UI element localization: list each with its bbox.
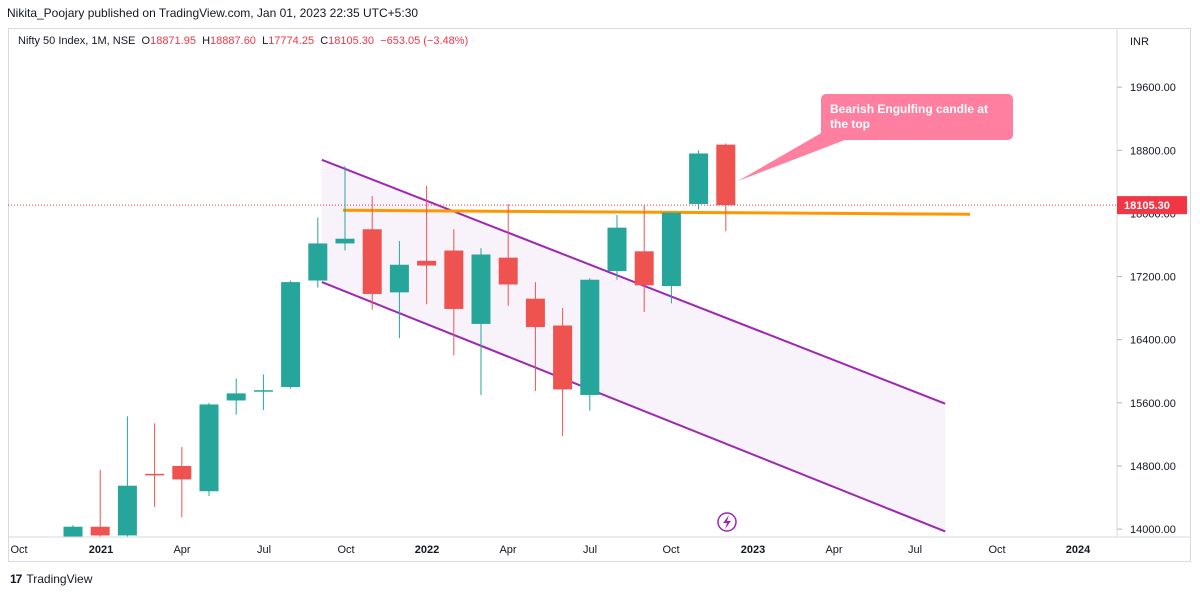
channel-lower-line (321, 281, 946, 533)
candle-body (253, 390, 273, 392)
candle-body (362, 229, 382, 294)
low-label: L (262, 35, 269, 47)
callout-layer: Bearish Engulfing candle at the top (738, 94, 1013, 181)
close-label: C (320, 35, 329, 47)
candle-body (661, 212, 681, 287)
candle-body (172, 465, 192, 480)
last-price-label: 18105.30 (1124, 200, 1170, 212)
candle-body (689, 153, 709, 204)
tradingview-brand-text: TradingView (26, 572, 93, 586)
drawings-layer (8, 204, 1117, 216)
publisher-line: Nikita_Poojary published on TradingView.… (7, 6, 419, 20)
candle-body (145, 473, 165, 476)
x-tick-label: Apr (825, 544, 842, 556)
high-label: H (202, 35, 211, 47)
candle-body (525, 298, 545, 328)
callout-box[interactable] (821, 94, 1013, 140)
last-price-layer: 18105.30 (1117, 196, 1187, 215)
close-value: 18105.30 (328, 35, 375, 47)
y-tick-label: 16400.00 (1130, 335, 1176, 347)
callout-text-line-1: Bearish Engulfing candle at (830, 102, 988, 116)
x-tick-label: 2022 (415, 544, 439, 556)
candles-layer (63, 143, 736, 537)
candle-body (417, 260, 437, 266)
y-tick-label: 19600.00 (1130, 82, 1176, 94)
tradingview-logo[interactable]: 17 TradingView (10, 572, 92, 586)
candle-body (553, 325, 573, 390)
candle-body (199, 404, 219, 492)
channel-layer (321, 158, 946, 533)
x-tick-label: 2021 (89, 544, 113, 556)
chart-frame (8, 28, 1191, 562)
resistance-line (342, 208, 971, 216)
axes-layer: INR 14000.00 14800.00 15600.00 16400.00 1720… (8, 28, 1191, 556)
candle-body (63, 526, 83, 537)
symbol-name: Nifty 50 Index, 1M, NSE (18, 35, 136, 47)
x-tick-label: Oct (988, 544, 1005, 556)
x-tick-label: Jul (583, 544, 597, 556)
x-tick-label: Oct (337, 544, 354, 556)
candle-body (607, 227, 627, 272)
y-tick-label: 17200.00 (1130, 272, 1176, 284)
channel-fill (321, 159, 946, 532)
x-tick-label: Jul (257, 544, 271, 556)
candle-body (498, 257, 518, 285)
candle-body (226, 393, 246, 401)
candle-body (389, 264, 409, 293)
high-value: 18887.60 (210, 35, 256, 47)
candle-body (117, 485, 137, 536)
x-tick-label: Oct (10, 544, 27, 556)
low-value: 17774.25 (268, 35, 315, 47)
candle-body (308, 243, 328, 281)
y-tick-label: 14000.00 (1130, 524, 1176, 536)
last-price-tag (1117, 196, 1187, 215)
candle-body (580, 279, 600, 395)
symbol-legend[interactable]: Nifty 50 Index, 1M, NSE O18871.95 H18887… (18, 35, 468, 47)
y-tick-label: 14800.00 (1130, 461, 1176, 473)
x-tick-label: Oct (662, 544, 679, 556)
y-tick-label: 15600.00 (1130, 398, 1176, 410)
candle-body (716, 144, 736, 206)
x-tick-label: Apr (499, 544, 516, 556)
currency-label: INR (1130, 36, 1149, 48)
x-tick-label: 2024 (1066, 544, 1091, 556)
y-tick-label: 18800.00 (1130, 145, 1176, 157)
open-value: 18871.95 (150, 35, 196, 47)
change-value: −653.05 (−3.48%) (380, 35, 469, 47)
lightning-icon[interactable] (717, 512, 737, 532)
candle-body (90, 526, 110, 536)
candle-body (281, 282, 301, 388)
x-tick-label: Apr (173, 544, 190, 556)
x-tick-label: Jul (908, 544, 922, 556)
candle-body (444, 250, 464, 309)
candle-body (471, 254, 491, 324)
callout-pointer (738, 128, 850, 181)
x-tick-label: 2023 (741, 544, 765, 556)
callout-text-line-2: the top (830, 117, 870, 131)
open-label: O (141, 35, 151, 47)
tradingview-logo-icon: 17 (10, 572, 22, 586)
channel-upper-line (321, 158, 946, 405)
candle-body (335, 238, 355, 244)
candle-body (634, 251, 654, 286)
